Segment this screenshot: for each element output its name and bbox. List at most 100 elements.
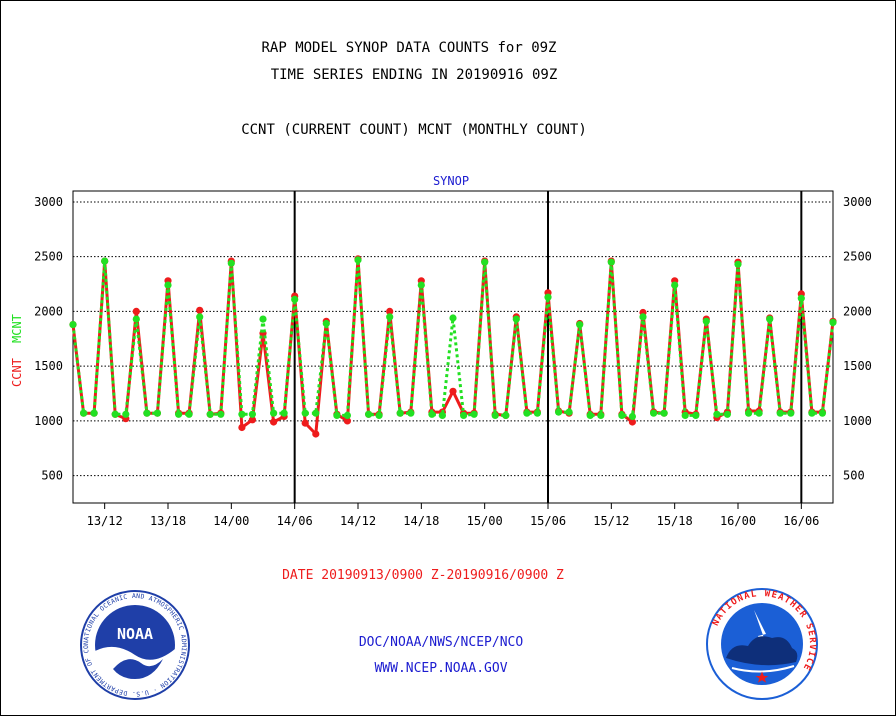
mcnt-point <box>396 409 404 417</box>
mcnt-point <box>122 410 130 418</box>
y-tick-label-left: 500 <box>41 469 63 483</box>
mcnt-point <box>301 409 309 417</box>
mcnt-point <box>808 409 816 417</box>
mcnt-point <box>438 411 446 419</box>
mcnt-point <box>460 411 468 419</box>
mcnt-point <box>185 410 193 418</box>
ccnt-point <box>132 307 140 315</box>
mcnt-point <box>681 411 689 419</box>
y-tick-label-left: 3000 <box>34 195 63 209</box>
mcnt-point <box>618 411 626 419</box>
ccnt-point <box>196 306 204 314</box>
mcnt-point <box>470 410 478 418</box>
y-tick-label-right: 2500 <box>843 250 872 264</box>
noaa-logo-text: NOAA <box>117 625 153 643</box>
data-series <box>69 255 837 438</box>
mcnt-point <box>829 318 837 326</box>
mcnt-point <box>153 409 161 417</box>
x-tick-label: 14/00 <box>213 514 249 528</box>
ccnt-point <box>248 416 256 424</box>
x-tick-label: 15/00 <box>467 514 503 528</box>
mcnt-point <box>238 410 246 418</box>
org-path: DOC/NOAA/NWS/NCEP/NCO <box>359 635 524 650</box>
x-tick-label: 13/12 <box>87 514 123 528</box>
mcnt-point <box>217 410 225 418</box>
mcnt-point <box>565 408 573 416</box>
mcnt-point <box>196 313 204 321</box>
y-tick-labels: 500 500 1000 1000 1500 1500 2000 2000 2500 2500 30… <box>34 195 872 483</box>
mcnt-point <box>343 411 351 419</box>
y-tick-label-right: 2000 <box>843 304 872 318</box>
ccnt-point <box>270 418 278 426</box>
mcnt-point <box>660 409 668 417</box>
y-tick-label-left: 2000 <box>34 304 63 318</box>
mcnt-point <box>576 321 584 329</box>
mcnt-point <box>386 313 394 321</box>
x-tick-labels: 13/12 13/18 14/00 14/06 14/12 14/18 15/00 15/06… <box>87 503 819 528</box>
mcnt-point <box>227 259 235 267</box>
mcnt-point <box>766 315 774 323</box>
y-tick-label-left: 1000 <box>34 414 63 428</box>
day-dividers <box>293 191 803 503</box>
mcnt-point <box>597 411 605 419</box>
mcnt-point <box>428 410 436 418</box>
mcnt-point <box>354 256 362 264</box>
mcnt-point <box>702 317 710 325</box>
website-link[interactable]: WWW.NCEP.NOAA.GOV <box>374 661 507 676</box>
ccnt-point <box>628 418 637 426</box>
mcnt-point <box>365 410 373 418</box>
mcnt-point <box>417 281 425 289</box>
mcnt-point <box>586 411 594 419</box>
mcnt-point <box>787 409 795 417</box>
mcnt-point <box>322 319 330 328</box>
mcnt-point <box>333 411 341 419</box>
x-tick-label: 15/12 <box>593 514 629 528</box>
ccnt-point <box>238 423 246 432</box>
chart-subtitle: CCNT (CURRENT COUNT) MCNT (MONTHLY COUNT… <box>241 122 587 138</box>
mcnt-point <box>90 409 98 417</box>
mcnt-point <box>502 411 510 419</box>
ccnt-point <box>343 417 351 425</box>
mcnt-point <box>723 410 732 418</box>
mcnt-point <box>555 408 563 416</box>
y-axis-title-mcnt: MCNT <box>10 314 24 343</box>
y-axis-title-ccnt: CCNT <box>10 358 24 387</box>
y-tick-label-left: 1500 <box>34 359 63 373</box>
mcnt-point <box>80 409 88 417</box>
y-tick-label-right: 1500 <box>843 359 872 373</box>
mcnt-point <box>206 410 214 418</box>
mcnt-point <box>248 410 256 418</box>
noaa-logo: NOAA NATIONAL OCEANIC AND ATMOSPHERIC AD… <box>80 590 190 700</box>
chart-title-line1: RAP MODEL SYNOP DATA COUNTS for 09Z <box>261 40 556 56</box>
y-tick-label-right: 500 <box>843 469 865 483</box>
mcnt-point <box>523 409 531 417</box>
x-tick-label: 16/06 <box>783 514 819 528</box>
mcnt-point <box>734 260 742 268</box>
y-tick-label-right: 1000 <box>843 414 872 428</box>
mcnt-point <box>132 315 140 323</box>
panel-label: SYNOP <box>433 174 469 188</box>
mcnt-point <box>776 409 784 417</box>
mcnt-point <box>143 409 151 417</box>
mcnt-point <box>270 409 278 417</box>
mcnt-point <box>164 281 172 289</box>
y-tick-label-right: 3000 <box>843 195 872 209</box>
chart-title-line2: TIME SERIES ENDING IN 20190916 09Z <box>271 67 558 83</box>
mcnt-point <box>375 411 383 419</box>
mcnt-point <box>671 281 679 289</box>
mcnt-point <box>512 315 520 323</box>
mcnt-point <box>544 293 552 301</box>
x-tick-label: 15/18 <box>657 514 693 528</box>
plot-area <box>72 190 834 504</box>
mcnt-point <box>639 313 647 321</box>
mcnt-point <box>713 410 721 418</box>
x-tick-label: 15/06 <box>530 514 566 528</box>
nws-logo: NATIONAL WEATHER SERVICE <box>706 588 818 700</box>
mcnt-point <box>312 409 320 417</box>
mcnt-point <box>101 257 109 265</box>
x-tick-label: 13/18 <box>150 514 186 528</box>
x-tick-label: 16/00 <box>720 514 756 528</box>
mcnt-point <box>650 409 658 417</box>
mcnt-point <box>111 410 119 418</box>
